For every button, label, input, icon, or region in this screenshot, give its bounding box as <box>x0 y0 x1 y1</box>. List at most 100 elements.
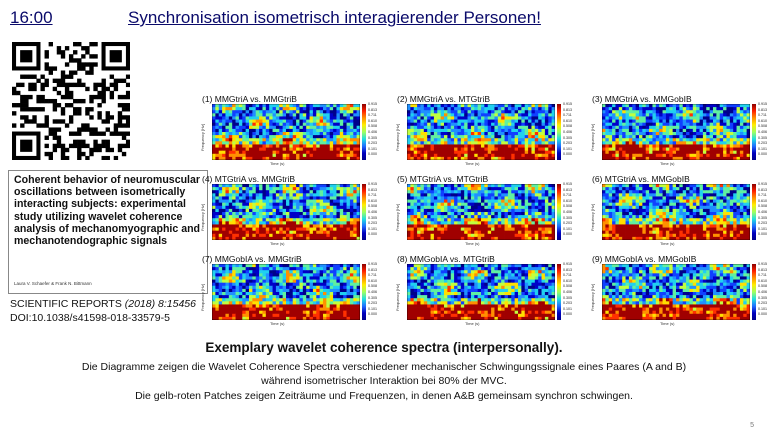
colorbar <box>557 104 561 160</box>
colorbar-tick-label: 0.610 <box>563 198 572 203</box>
colorbar-tick-label: 0.406 <box>563 210 572 214</box>
caption-line-1: Die Diagramme zeigen die Wavelet Coheren… <box>81 361 687 373</box>
colorbar-tick-label: 0.508 <box>368 124 377 129</box>
panel-label: (7) MMGobIA vs. MMGtriB <box>202 254 302 264</box>
journal-name: SCIENTIFIC REPORTS <box>10 298 122 310</box>
colorbar-tick-label: 0.915 <box>563 102 572 106</box>
colorbar-tick-label: 0.101 <box>758 146 767 151</box>
wavelet-coherence-figure: (1) MMGtriA vs. MMGtriB Frequency [Hz] Tim… <box>200 94 767 326</box>
caption-line-2: während isometrischer Interaktion bei 80… <box>261 375 507 387</box>
colorbar-tick-label: 0.000 <box>758 312 767 317</box>
colorbar-tick-label: 0.406 <box>368 210 377 214</box>
coherence-heatmap <box>407 104 555 160</box>
colorbar-tick-label: 0.610 <box>563 278 572 283</box>
colorbar-tick-label: 0.915 <box>758 102 767 106</box>
colorbar-tick-label: 0.203 <box>368 141 377 146</box>
doi-link[interactable]: DOI:10.1038/s41598-018-33579-5 <box>10 312 170 324</box>
coherence-panel-8: (8) MMGobIA vs. MTGtriB Frequency [Hz] Tim… <box>395 254 572 331</box>
colorbar-tick-label: 0.305 <box>563 215 572 220</box>
y-axis-label: Frequency [Hz] <box>200 123 205 151</box>
colorbar-tick-label: 0.813 <box>563 107 572 112</box>
colorbar-tick-label: 0.203 <box>368 221 377 226</box>
colorbar-tick-label: 0.203 <box>563 301 572 306</box>
caption-line-3: Die gelb-roten Patches zeigen Zeiträume … <box>135 390 633 402</box>
colorbar <box>752 184 756 240</box>
colorbar-tick-label: 0.711 <box>758 193 767 198</box>
colorbar-tick-label: 0.305 <box>758 215 767 220</box>
x-axis-label: Time (s) <box>465 161 480 166</box>
colorbar-tick-label: 0.508 <box>758 204 767 209</box>
colorbar-tick-label: 0.610 <box>368 118 377 123</box>
y-axis-label: Frequency [Hz] <box>395 123 400 151</box>
x-axis-label: Time (s) <box>465 321 480 326</box>
colorbar-tick-label: 0.203 <box>758 141 767 146</box>
coherence-panel-9: (9) MMGobIA vs. MMGobIB Frequency [Hz] Tim… <box>590 254 767 331</box>
y-axis-label: Frequency [Hz] <box>200 283 205 311</box>
x-axis-label: Time (s) <box>465 241 480 246</box>
colorbar-tick-label: 0.000 <box>368 232 377 237</box>
qr-code[interactable] <box>12 42 130 160</box>
colorbar-tick-label: 0.203 <box>563 221 572 226</box>
colorbar-tick-label: 0.101 <box>368 306 377 311</box>
colorbar-tick-label: 0.000 <box>368 152 377 157</box>
colorbar <box>752 104 756 160</box>
colorbar-tick-label: 0.813 <box>758 187 767 192</box>
x-axis-label: Time (s) <box>270 241 285 246</box>
colorbar-tick-label: 0.406 <box>758 290 767 294</box>
coherence-heatmap <box>407 264 555 320</box>
colorbar-tick-label: 0.915 <box>563 182 572 186</box>
y-axis-label: Frequency [Hz] <box>200 203 205 231</box>
colorbar-tick-label: 0.610 <box>758 118 767 123</box>
coherence-heatmap <box>212 104 360 160</box>
panel-label: (6) MTGtriA vs. MMGobIB <box>592 174 690 184</box>
colorbar-tick-label: 0.305 <box>368 135 377 140</box>
colorbar-tick-label: 0.915 <box>368 182 377 186</box>
colorbar-tick-label: 0.203 <box>368 301 377 306</box>
colorbar-tick-label: 0.610 <box>563 118 572 123</box>
y-axis-label: Frequency [Hz] <box>590 123 595 151</box>
journal-citation: SCIENTIFIC REPORTS (2018) 8:15456 <box>10 298 196 310</box>
coherence-panel-7: (7) MMGobIA vs. MMGtriB Frequency [Hz] Tim… <box>200 254 377 331</box>
colorbar-tick-label: 0.610 <box>368 198 377 203</box>
coherence-panel-5: (5) MTGtriA vs. MTGtriB Frequency [Hz] Tim… <box>395 174 572 251</box>
colorbar-tick-label: 0.711 <box>563 273 572 278</box>
colorbar-tick-label: 0.610 <box>368 278 377 283</box>
paper-title: Coherent behavior of neuromuscular oscil… <box>14 174 201 248</box>
title-row: 16:00 Synchronisation isometrisch intera… <box>10 8 610 32</box>
colorbar-tick-label: 0.508 <box>368 204 377 209</box>
slide-title: Synchronisation isometrisch interagieren… <box>128 8 541 27</box>
colorbar-tick-label: 0.711 <box>758 113 767 118</box>
coherence-heatmap <box>212 264 360 320</box>
colorbar-tick-label: 0.508 <box>563 204 572 209</box>
x-axis-label: Time (s) <box>660 161 675 166</box>
colorbar-tick-label: 0.711 <box>758 273 767 278</box>
colorbar-tick-label: 0.305 <box>758 135 767 140</box>
colorbar-tick-label: 0.101 <box>758 306 767 311</box>
colorbar-tick-label: 0.101 <box>563 226 572 231</box>
colorbar-tick-label: 0.915 <box>758 262 767 266</box>
colorbar-tick-label: 0.711 <box>368 113 377 118</box>
colorbar-tick-label: 0.000 <box>758 152 767 157</box>
colorbar-tick-label: 0.305 <box>758 295 767 300</box>
colorbar-tick-label: 0.406 <box>368 130 377 134</box>
colorbar-tick-label: 0.101 <box>563 306 572 311</box>
colorbar-tick-label: 0.508 <box>758 124 767 129</box>
y-axis-label: Frequency [Hz] <box>590 283 595 311</box>
panel-label: (3) MMGtriA vs. MMGobIB <box>592 94 692 104</box>
panel-label: (2) MMGtriA vs. MTGtriB <box>397 94 491 104</box>
coherence-panel-1: (1) MMGtriA vs. MMGtriB Frequency [Hz] Tim… <box>200 94 377 171</box>
y-axis-label: Frequency [Hz] <box>395 283 400 311</box>
colorbar-tick-label: 0.813 <box>368 267 377 272</box>
colorbar-tick-label: 0.406 <box>563 130 572 134</box>
colorbar <box>752 264 756 320</box>
colorbar <box>362 264 366 320</box>
colorbar-tick-label: 0.305 <box>368 295 377 300</box>
colorbar-tick-label: 0.813 <box>563 187 572 192</box>
colorbar-tick-label: 0.610 <box>758 198 767 203</box>
colorbar-tick-label: 0.406 <box>368 290 377 294</box>
colorbar-tick-label: 0.711 <box>563 193 572 198</box>
colorbar-tick-label: 0.000 <box>563 312 572 317</box>
journal-ref: (2018) 8:15456 <box>121 298 196 310</box>
paper-thumbnail[interactable]: Coherent behavior of neuromuscular oscil… <box>8 170 208 294</box>
talk-time: 16:00 <box>10 8 53 27</box>
